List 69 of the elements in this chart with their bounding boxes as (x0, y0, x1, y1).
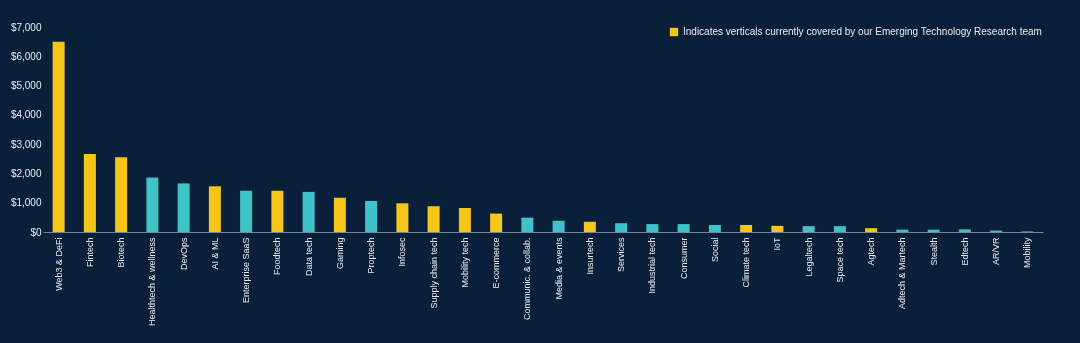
x-tick-label: Biotech (116, 237, 127, 268)
x-tick-label: Industrial tech (647, 237, 658, 294)
x-tick-label: Climate tech (741, 237, 752, 288)
x-tick-label: Mobility (1022, 237, 1033, 269)
x-tick-label: Services (616, 237, 627, 273)
x-tick-label: Infosec (397, 237, 408, 267)
bar (802, 226, 815, 232)
y-tick-label: $7,000 (10, 21, 42, 33)
bar (52, 41, 65, 232)
x-tick-label: Mobility tech (459, 237, 470, 288)
bar (427, 206, 440, 232)
x-tick-label: Foodtech (272, 237, 283, 276)
x-tick-label: IoT (772, 237, 783, 251)
x-tick-label: Consumer (678, 237, 689, 280)
x-tick-label: AI & ML (209, 237, 220, 270)
bar (958, 229, 971, 232)
bar (396, 203, 409, 232)
bar (177, 183, 190, 232)
bar (240, 190, 253, 232)
x-tick-label: Edtech (959, 237, 970, 266)
x-tick-label: Stealth (928, 237, 939, 266)
x-tick-label: Space tech (834, 237, 845, 283)
x-tick-label: Agtech (866, 237, 877, 266)
x-tick-label: Fintech (84, 237, 95, 268)
bar (271, 190, 284, 232)
y-tick-label: $2,000 (10, 167, 42, 179)
x-tick-label: Communic. & collab. (522, 237, 533, 321)
x-tick-label: Insurtech (584, 237, 595, 275)
x-tick-label: Adtech & Martech (897, 237, 908, 310)
bar (740, 224, 753, 232)
bar (708, 224, 721, 232)
y-tick-label: $6,000 (10, 50, 42, 62)
bar (646, 224, 659, 232)
x-tick-label: Gaming (334, 237, 345, 270)
y-tick-label: $1,000 (10, 197, 42, 209)
bar (583, 221, 596, 232)
y-tick-label: $5,000 (10, 80, 42, 92)
bar (615, 223, 628, 232)
y-tick-label: $4,000 (10, 109, 42, 121)
x-tick-label: Media & events (553, 237, 564, 300)
x-tick-label: DevOps (178, 237, 189, 271)
bar (115, 157, 128, 232)
bar (552, 220, 565, 232)
x-tick-label: Healthtech & wellness (147, 237, 158, 327)
bar (208, 186, 221, 232)
y-tick-label: $0 (30, 226, 42, 238)
bar (490, 213, 503, 232)
bar (771, 225, 784, 232)
bar (333, 197, 346, 232)
x-tick-label: Proptech (366, 237, 377, 274)
bar (865, 228, 878, 232)
x-tick-label: Data tech (303, 237, 314, 277)
x-tick-label: Social (709, 237, 720, 263)
bar (365, 200, 378, 232)
bar (677, 224, 690, 232)
bar (521, 217, 534, 232)
bar (302, 191, 315, 232)
x-tick-label: Supply chain tech (428, 237, 439, 309)
y-tick-label: $3,000 (10, 138, 42, 150)
bar (83, 154, 96, 232)
legend-label: Indicates verticals currently covered by our Emerging Technology Research team (683, 26, 1042, 37)
bar (833, 226, 846, 232)
x-tick-label: Enterprise SaaS (241, 237, 252, 304)
x-tick-label: Web3 & DeFi (53, 237, 64, 291)
x-tick-label: Legaltech (803, 237, 814, 277)
bar (458, 207, 471, 232)
x-tick-label: E-commerce (491, 237, 502, 289)
x-tick-label: AR/VR (991, 237, 1002, 266)
bar (146, 177, 159, 232)
